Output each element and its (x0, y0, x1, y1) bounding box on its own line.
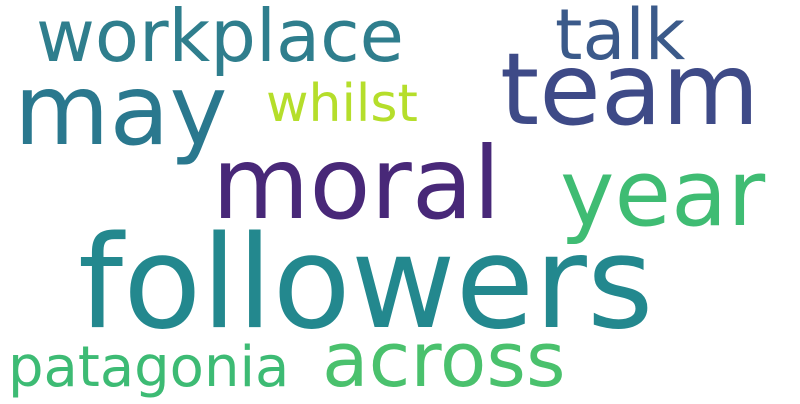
word-patagonia: patagonia (8, 335, 290, 400)
word-whilst: whilst (266, 74, 418, 134)
word-moral: moral (212, 125, 501, 242)
word-followers: followers (78, 209, 654, 358)
word-team: team (500, 31, 760, 148)
word-across: across (322, 315, 566, 404)
word-talk: talk (555, 0, 686, 76)
word-year: year (560, 140, 766, 247)
word-workplace: workplace (36, 0, 404, 78)
word-may: may (14, 54, 228, 168)
